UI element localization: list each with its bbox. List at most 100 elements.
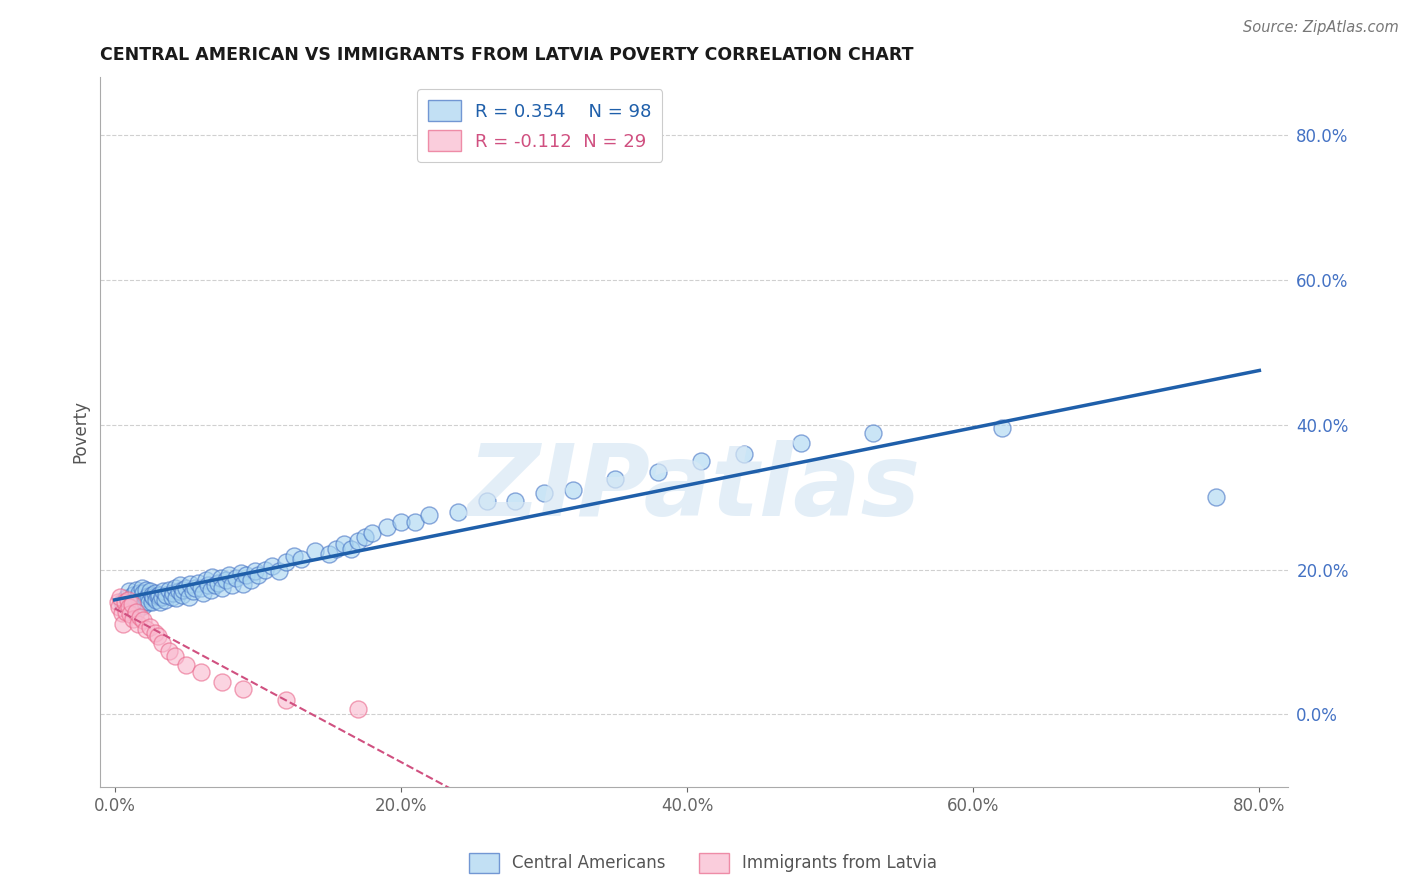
Legend: Central Americans, Immigrants from Latvia: Central Americans, Immigrants from Latvi… [463, 847, 943, 880]
Point [991, 421, 1014, 435]
Point [260, 558, 283, 573]
Point [157, 643, 180, 657]
Point [533, 486, 555, 500]
Point [169, 578, 191, 592]
Point [143, 585, 166, 599]
Point [108, 600, 131, 615]
Point [404, 516, 426, 530]
Point [139, 620, 162, 634]
Point [389, 516, 412, 530]
Point [375, 520, 398, 534]
Point [139, 584, 162, 599]
Point [204, 578, 226, 592]
Point [290, 551, 312, 566]
Point [170, 588, 193, 602]
Point [167, 584, 190, 599]
Point [129, 594, 152, 608]
Point [146, 590, 169, 604]
Point [128, 585, 150, 599]
Point [110, 590, 132, 604]
Point [332, 537, 354, 551]
Point [141, 588, 163, 602]
Point [276, 555, 298, 569]
Point [339, 542, 361, 557]
Point [690, 454, 713, 468]
Point [354, 530, 377, 544]
Point [127, 616, 149, 631]
Point [118, 600, 141, 615]
Point [157, 582, 180, 597]
Point [605, 472, 627, 486]
Text: ZIPatlas: ZIPatlas [468, 440, 921, 537]
Point [253, 562, 276, 576]
Point [201, 570, 224, 584]
Point [125, 593, 148, 607]
Point [111, 595, 134, 609]
Point [118, 600, 141, 615]
Point [135, 591, 157, 606]
Point [232, 681, 254, 696]
Text: Source: ZipAtlas.com: Source: ZipAtlas.com [1243, 20, 1399, 35]
Point [318, 547, 340, 561]
Point [209, 571, 232, 585]
Point [132, 613, 155, 627]
Point [172, 582, 194, 597]
Point [475, 493, 498, 508]
Point [135, 622, 157, 636]
Point [179, 577, 201, 591]
Point [150, 590, 173, 604]
Point [561, 483, 583, 497]
Point [135, 582, 157, 597]
Point [304, 544, 326, 558]
Point [129, 609, 152, 624]
Point [361, 526, 384, 541]
Point [174, 581, 197, 595]
Point [183, 584, 205, 599]
Point [125, 605, 148, 619]
Point [131, 581, 153, 595]
Point [120, 607, 142, 622]
Point [447, 504, 470, 518]
Point [211, 581, 233, 595]
Point [111, 606, 134, 620]
Point [121, 595, 143, 609]
Point [141, 595, 163, 609]
Point [862, 426, 884, 441]
Point [114, 595, 136, 609]
Point [347, 701, 370, 715]
Point [246, 568, 269, 582]
Point [197, 578, 219, 592]
Point [187, 575, 209, 590]
Point [142, 590, 165, 604]
Point [418, 508, 440, 523]
Y-axis label: Poverty: Poverty [72, 401, 89, 463]
Point [122, 588, 145, 602]
Point [325, 542, 347, 557]
Point [211, 674, 233, 689]
Point [200, 582, 222, 597]
Text: CENTRAL AMERICAN VS IMMIGRANTS FROM LATVIA POVERTY CORRELATION CHART: CENTRAL AMERICAN VS IMMIGRANTS FROM LATV… [100, 46, 914, 64]
Point [115, 591, 138, 606]
Point [143, 626, 166, 640]
Point [125, 582, 148, 597]
Point [138, 595, 160, 609]
Point [239, 574, 262, 588]
Point [347, 533, 370, 548]
Point [218, 568, 240, 582]
Point [160, 590, 183, 604]
Point [162, 585, 184, 599]
Point [165, 591, 187, 606]
Point [152, 584, 174, 599]
Point [117, 593, 139, 607]
Point [127, 590, 149, 604]
Point [132, 586, 155, 600]
Point [283, 549, 305, 564]
Point [163, 649, 186, 664]
Point [163, 581, 186, 595]
Point [207, 575, 229, 590]
Point [149, 595, 172, 609]
Point [647, 465, 669, 479]
Point [132, 599, 155, 613]
Point [190, 665, 212, 680]
Point [136, 590, 159, 604]
